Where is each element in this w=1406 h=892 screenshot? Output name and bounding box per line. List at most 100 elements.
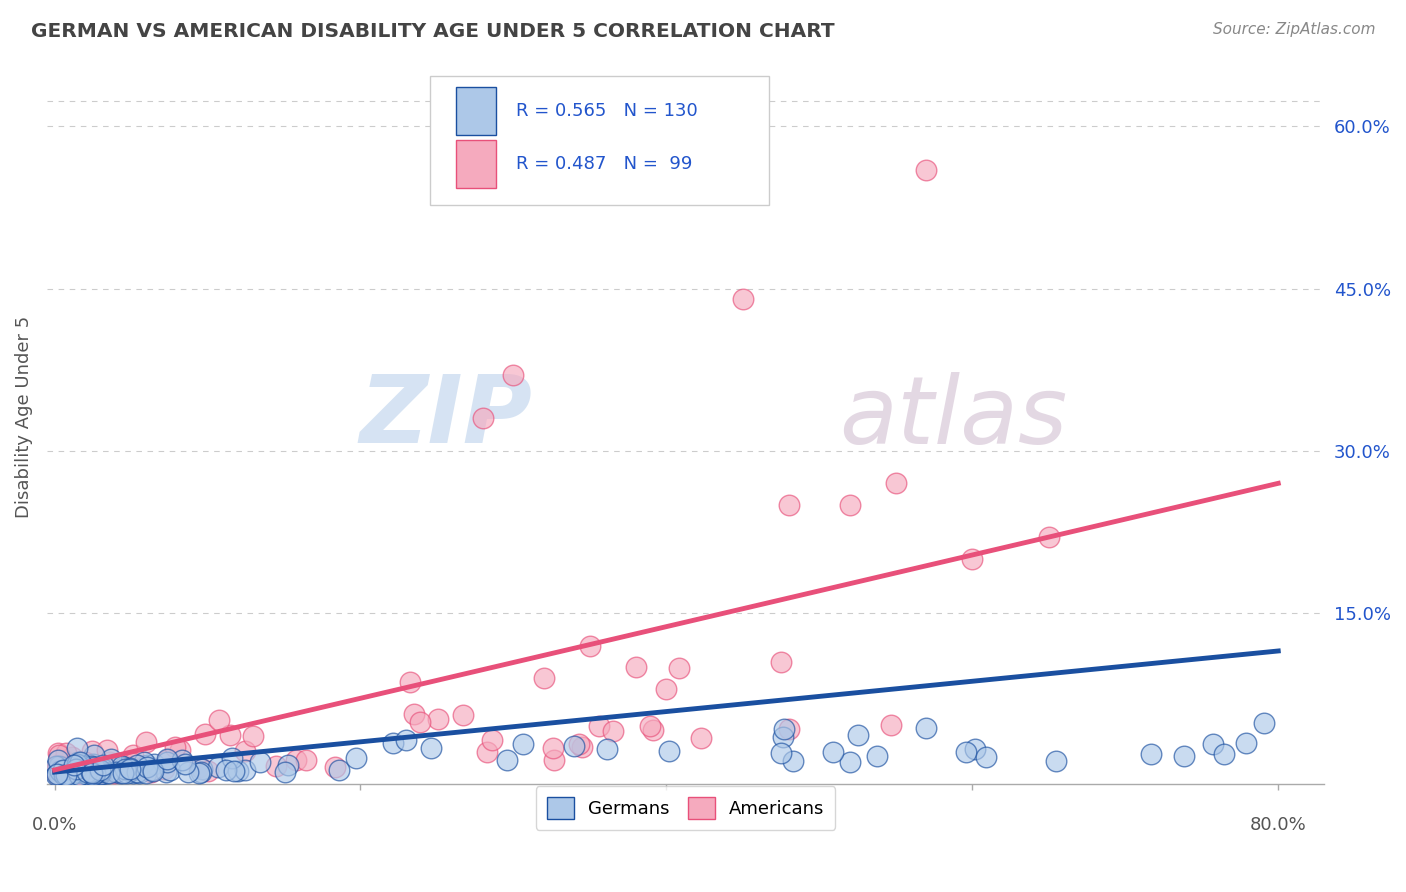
Point	[135, 735, 157, 749]
Point	[602, 724, 624, 739]
Point	[197, 764, 219, 778]
Point	[84, 765, 107, 780]
Point	[915, 162, 938, 177]
Point	[731, 293, 754, 307]
Point	[543, 753, 565, 767]
Point	[177, 765, 200, 780]
Point	[846, 728, 869, 742]
Point	[83, 747, 105, 762]
Point	[963, 742, 986, 756]
Point	[101, 756, 124, 771]
Text: R = 0.565   N = 130: R = 0.565 N = 130	[516, 103, 697, 120]
Point	[395, 733, 418, 747]
Point	[83, 760, 105, 774]
Point	[75, 755, 97, 769]
Point	[112, 766, 135, 780]
Point	[108, 766, 131, 780]
Point	[277, 758, 299, 772]
Point	[668, 661, 690, 675]
Point	[49, 767, 72, 781]
Point	[595, 742, 617, 756]
Point	[782, 754, 804, 768]
Point	[70, 757, 93, 772]
Point	[568, 737, 591, 751]
Point	[46, 753, 69, 767]
Point	[1253, 715, 1275, 730]
Point	[77, 767, 100, 781]
Y-axis label: Disability Age Under 5: Disability Age Under 5	[15, 317, 32, 518]
Point	[658, 744, 681, 758]
Point	[114, 762, 136, 776]
Point	[131, 759, 153, 773]
Point	[135, 765, 157, 780]
Point	[155, 765, 177, 780]
Point	[65, 762, 87, 776]
Point	[60, 749, 83, 764]
Point	[770, 656, 793, 670]
Point	[48, 756, 70, 771]
Point	[1212, 747, 1234, 761]
Point	[45, 760, 67, 774]
Point	[91, 762, 114, 776]
Point	[105, 764, 128, 779]
Point	[66, 755, 89, 769]
Point	[778, 498, 800, 512]
Point	[839, 756, 862, 770]
Point	[915, 721, 938, 735]
Point	[624, 660, 647, 674]
Point	[77, 768, 100, 782]
Point	[111, 759, 134, 773]
Point	[122, 766, 145, 780]
Point	[880, 717, 903, 731]
Point	[1173, 748, 1195, 763]
Text: Source: ZipAtlas.com: Source: ZipAtlas.com	[1212, 22, 1375, 37]
Point	[1038, 530, 1060, 544]
Point	[399, 675, 422, 690]
Point	[46, 761, 69, 775]
Point	[188, 760, 211, 774]
Point	[82, 757, 104, 772]
Point	[778, 722, 800, 736]
Point	[118, 762, 141, 776]
Point	[82, 767, 104, 781]
Point	[76, 766, 98, 780]
Point	[69, 755, 91, 769]
Point	[143, 757, 166, 772]
Point	[72, 762, 94, 776]
Point	[62, 759, 84, 773]
Point	[52, 767, 75, 781]
Point	[571, 739, 593, 754]
Point	[118, 759, 141, 773]
Point	[1234, 736, 1257, 750]
Point	[52, 767, 75, 781]
Point	[208, 714, 231, 728]
Point	[45, 759, 67, 773]
Point	[207, 760, 229, 774]
Point	[495, 753, 517, 767]
Point	[481, 733, 503, 747]
Point	[769, 746, 792, 760]
Point	[142, 764, 165, 779]
Point	[76, 765, 98, 780]
Point	[127, 765, 149, 780]
Point	[89, 766, 111, 780]
Point	[325, 760, 347, 774]
Point	[235, 744, 257, 758]
Point	[690, 731, 713, 746]
Point	[89, 767, 111, 781]
Point	[48, 748, 70, 763]
Point	[294, 753, 316, 767]
Point	[70, 767, 93, 781]
Point	[58, 768, 80, 782]
Point	[233, 763, 256, 777]
Point	[194, 727, 217, 741]
Point	[89, 763, 111, 777]
Point	[63, 764, 86, 779]
Point	[121, 763, 143, 777]
Point	[96, 766, 118, 780]
Point	[48, 764, 70, 779]
Point	[84, 764, 107, 778]
Point	[66, 741, 89, 756]
Point	[773, 723, 796, 737]
Point	[100, 752, 122, 766]
